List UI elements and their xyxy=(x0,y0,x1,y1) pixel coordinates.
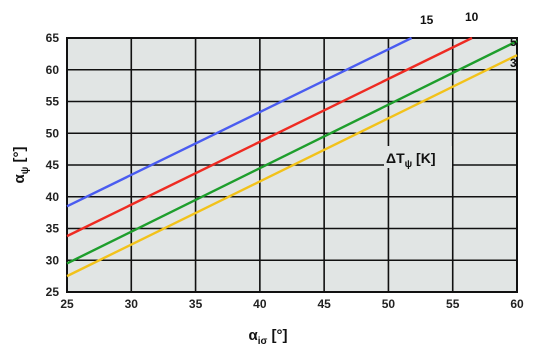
y-tick-label: 25 xyxy=(46,285,60,299)
series-lines xyxy=(66,36,518,278)
y-tick-label: 55 xyxy=(46,95,60,109)
x-tick-label: 30 xyxy=(125,297,139,311)
y-tick-label: 60 xyxy=(46,63,60,77)
series-label-5: 5 xyxy=(510,35,517,49)
y-axis-label-unit: [°] xyxy=(11,147,28,167)
x-axis-label-main: α xyxy=(248,327,258,344)
x-tick-label: 35 xyxy=(189,297,203,311)
series-line-3 xyxy=(66,54,518,278)
x-tick-label: 40 xyxy=(253,297,267,311)
y-tick-label: 30 xyxy=(46,253,60,267)
series-label-10: 10 xyxy=(465,10,479,24)
y-tick-label: 40 xyxy=(46,190,60,204)
annotation-backdrop xyxy=(384,146,452,168)
annotation-sub: ψ xyxy=(405,159,413,170)
series-line-10 xyxy=(66,36,473,238)
y-axis-label-sub: ψ xyxy=(20,167,31,175)
x-tick-label: 25 xyxy=(60,297,74,311)
x-tick-label: 60 xyxy=(510,297,524,311)
y-tick-label: 65 xyxy=(46,31,60,45)
y-axis-label: αψ [°] xyxy=(11,147,31,184)
series-label-3: 3 xyxy=(510,56,517,70)
y-axis-label-main: α xyxy=(11,173,28,183)
annotation-main: ΔT xyxy=(386,150,405,166)
series-line-5 xyxy=(66,40,518,265)
x-axis-label-unit: [°] xyxy=(267,327,287,344)
series-labels: 15 10 5 3 xyxy=(420,10,517,70)
x-axis-label-sub: iσ xyxy=(258,336,268,347)
x-tick-label: 55 xyxy=(446,297,460,311)
delta-t-annotation: ΔTψ [K] xyxy=(386,150,436,170)
y-tick-label: 50 xyxy=(46,126,60,140)
x-axis-label: αiσ [°] xyxy=(248,327,287,347)
series-label-15: 15 xyxy=(420,13,434,27)
x-tick-label: 45 xyxy=(317,297,331,311)
x-tick-label: 50 xyxy=(382,297,396,311)
y-tick-label: 45 xyxy=(46,158,60,172)
series-line-15 xyxy=(66,36,413,208)
x-axis-ticks: 25 30 35 40 45 50 55 60 xyxy=(60,297,524,311)
y-axis-ticks: 25 30 35 40 45 50 55 60 65 xyxy=(46,31,60,299)
annotation-unit: [K] xyxy=(412,150,435,166)
y-tick-label: 35 xyxy=(46,222,60,236)
